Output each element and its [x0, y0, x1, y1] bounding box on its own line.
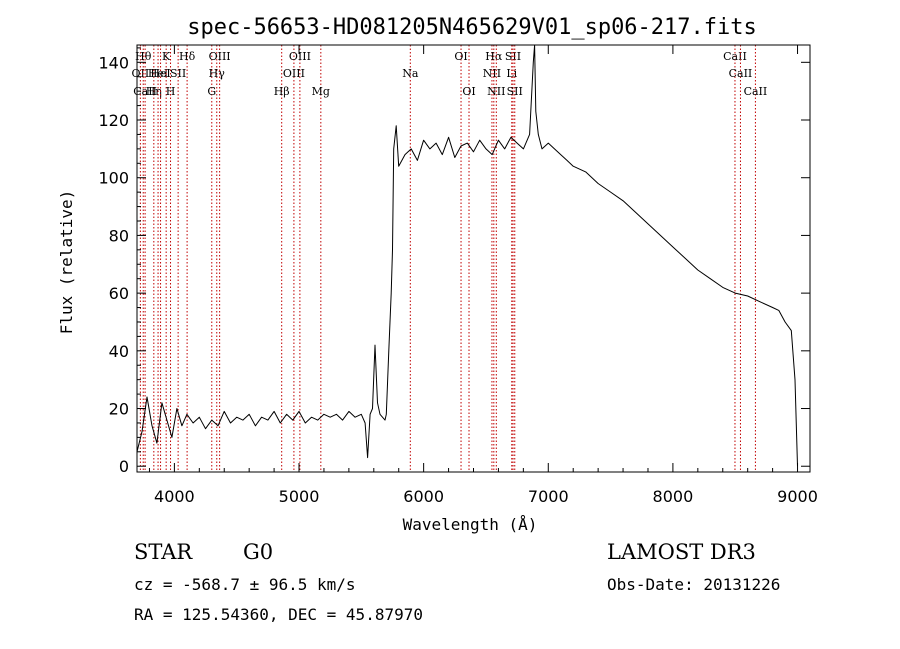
marker-label-4: HeI	[148, 67, 168, 80]
marker-label-10: G	[207, 85, 216, 98]
marker-label-27: CaII	[729, 67, 753, 80]
marker-label-3: Hη	[146, 85, 162, 98]
y-tick-label-1: 20	[109, 400, 129, 419]
marker-label-13: Hβ	[274, 85, 290, 98]
y-tick-label-0: 0	[119, 457, 129, 476]
x-axis-label: Wavelength (Å)	[403, 515, 538, 534]
axis-ticks: 4000 5000 6000 7000 8000 9000 0 20 40 60 80 100 120 1…	[98, 45, 818, 506]
marker-label-11: Hγ	[209, 67, 226, 80]
x-tick-label-4: 8000	[653, 487, 694, 506]
marker-label-19: OI	[462, 85, 475, 98]
y-tick-label-6: 120	[98, 111, 129, 130]
y-tick-label-5: 100	[98, 169, 129, 188]
marker-label-8: SII	[170, 67, 186, 80]
marker-label-12: OIII	[209, 50, 231, 63]
y-tick-label-4: 80	[109, 226, 129, 245]
marker-label-22: NII	[487, 85, 505, 98]
y-tick-label-7: 140	[98, 53, 129, 72]
plot-frame	[136, 44, 811, 473]
x-tick-label-2: 6000	[403, 487, 444, 506]
marker-label-6: K	[162, 50, 171, 63]
obs-date: Obs-Date: 20131226	[607, 575, 781, 594]
survey-name: LAMOST DR3	[607, 540, 756, 564]
marker-label-14: OIII	[283, 67, 305, 80]
marker-label-0: OII	[132, 67, 150, 80]
object-subclass: G0	[243, 540, 274, 564]
marker-label-9: Hδ	[179, 50, 196, 63]
line-markers: OIIHθCaIIHηHeIHeIKHSIIHδGHγOIIIHβOIIIOII…	[132, 45, 768, 472]
y-tick-label-3: 60	[109, 284, 129, 303]
marker-label-17: Na	[402, 67, 419, 80]
marker-label-24: SII	[505, 50, 521, 63]
marker-label-2: CaII	[133, 85, 157, 98]
marker-label-28: CaII	[744, 85, 768, 98]
marker-label-7: H	[166, 85, 176, 98]
spectrum-line	[136, 44, 798, 467]
x-tick-label-5: 9000	[777, 487, 818, 506]
y-axis-label: Flux (relative)	[57, 190, 76, 335]
coordinates: RA = 125.54360, DEC = 45.87970	[134, 605, 423, 624]
x-tick-label-3: 7000	[528, 487, 569, 506]
spectrum-series	[136, 44, 798, 467]
marker-label-20: NII	[483, 67, 501, 80]
marker-label-23: Li	[506, 67, 517, 80]
velocity-readout: cz = -568.7 ± 96.5 km/s	[134, 575, 356, 594]
x-tick-label-1: 5000	[279, 487, 320, 506]
marker-label-26: CaII	[723, 50, 747, 63]
x-tick-label-0: 4000	[154, 487, 195, 506]
marker-label-1: Hθ	[135, 50, 152, 63]
marker-label-21: Hα	[485, 50, 503, 63]
object-class: STAR	[134, 540, 193, 564]
marker-label-16: Mg	[312, 85, 330, 98]
marker-label-15: OIII	[289, 50, 311, 63]
marker-label-18: OI	[454, 50, 467, 63]
chart-title: spec-56653-HD081205N465629V01_sp06-217.f…	[187, 15, 757, 40]
y-tick-label-2: 40	[109, 342, 129, 361]
marker-label-25: SII	[507, 85, 523, 98]
marker-label-5: HeI	[150, 67, 170, 80]
